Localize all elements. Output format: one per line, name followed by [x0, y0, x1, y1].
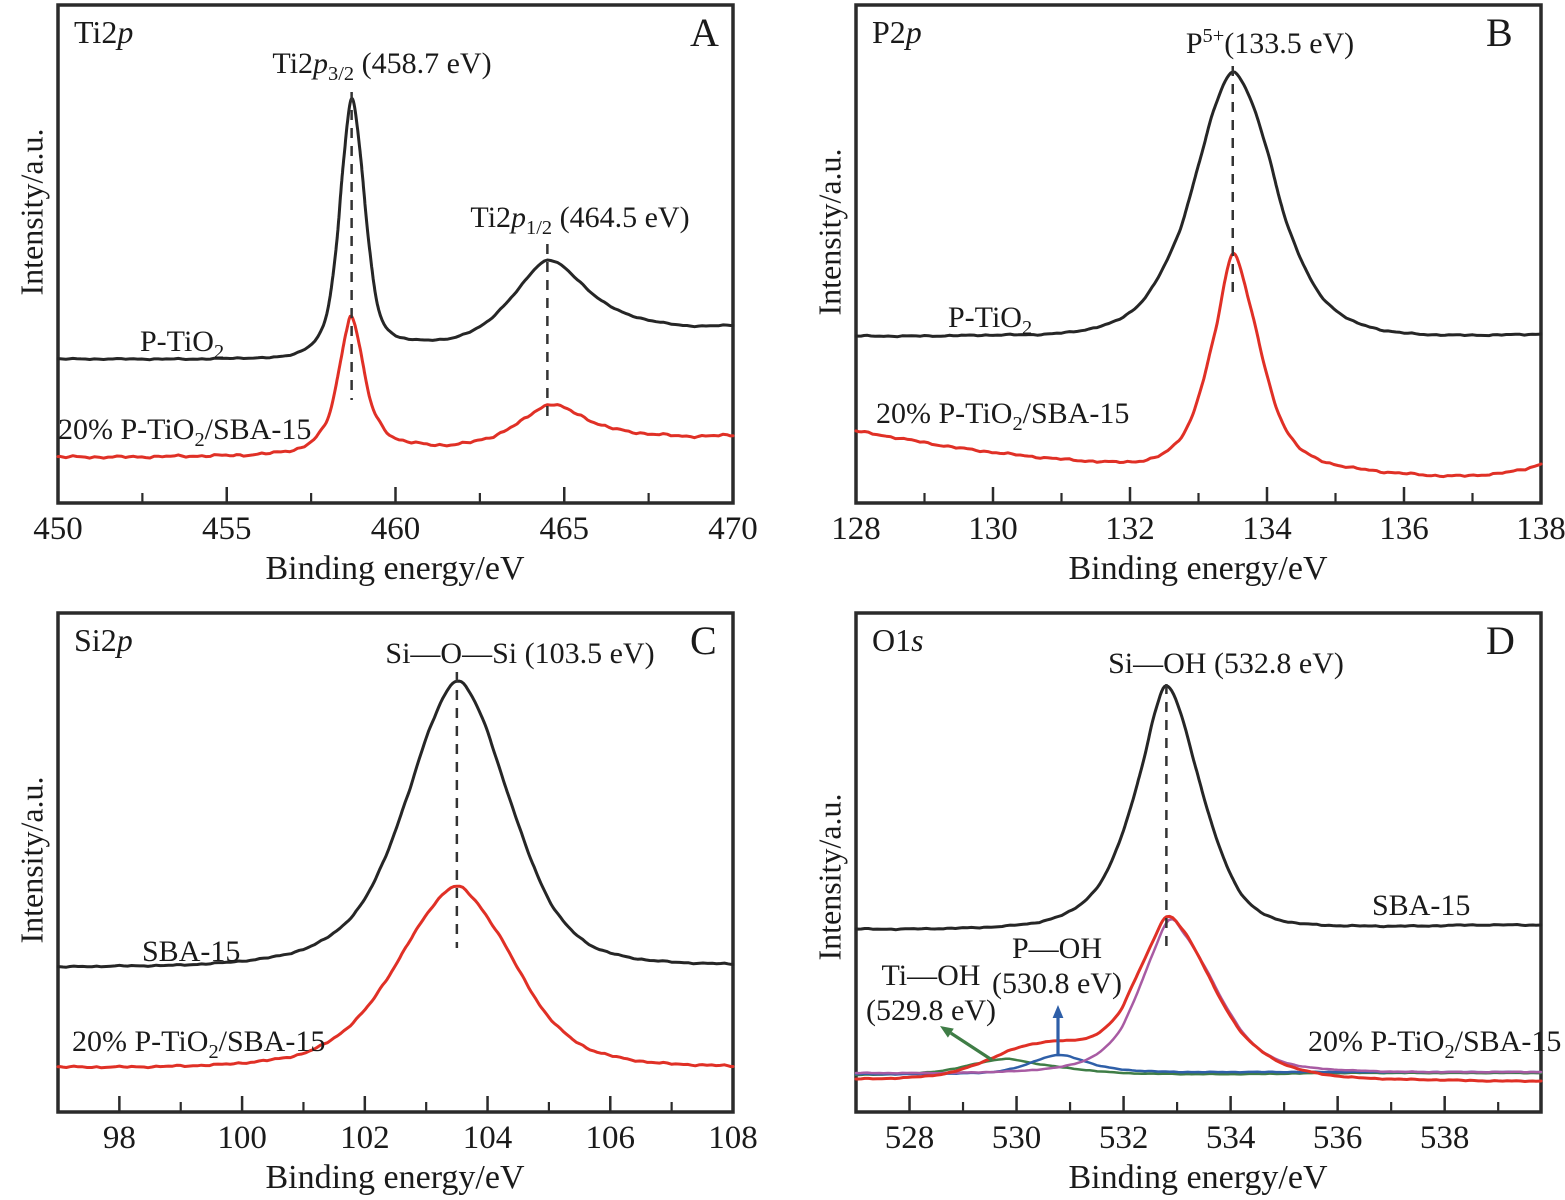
x-tick-label: 132	[1105, 511, 1155, 547]
x-tick-label: 138	[1516, 511, 1565, 547]
annotation-D-2: (530.8 eV)	[992, 967, 1122, 1000]
curve-A-1	[56, 314, 735, 460]
panel-letter-D: D	[1486, 618, 1515, 663]
region-label-B: P2p	[872, 14, 922, 50]
x-tick-label: 102	[340, 1120, 390, 1156]
ti-oh-arrow-head	[940, 1026, 954, 1038]
annotation-C-0: Si—O—Si (103.5 eV)	[385, 637, 655, 670]
annotation-D-1: P—OH	[1011, 932, 1103, 965]
annotation-A-0: Ti2p3/2 (458.7 eV)	[272, 47, 492, 85]
panel-letter-B: B	[1486, 10, 1513, 55]
x-tick-label: 534	[1205, 1120, 1256, 1156]
x-tick-label: 98	[102, 1120, 136, 1156]
x-tick-label: 470	[708, 511, 758, 547]
annotation-D-0: Si—OH (532.8 eV)	[1108, 647, 1344, 680]
curve-label-A-0: P-TiO2	[140, 325, 225, 363]
panel-A-frame	[56, 3, 735, 505]
x-tick-label: 532	[1098, 1120, 1149, 1156]
curve-C-0	[56, 679, 735, 969]
curve-label-A-1: 20% P-TiO2/SBA-15	[58, 413, 312, 451]
x-tick-label: 134	[1242, 511, 1292, 547]
panel-D-frame	[854, 611, 1543, 1114]
x-tick-label: 130	[968, 511, 1018, 547]
ti-oh-arrow	[950, 1031, 993, 1062]
curve-B-0	[854, 70, 1543, 339]
curve-D-4	[854, 684, 1543, 932]
x-tick-label: 104	[462, 1120, 513, 1156]
x-axis-title-C: Binding energy/eV	[265, 1159, 525, 1196]
annotation-B-0: P5+(133.5 eV)	[1185, 25, 1355, 60]
panel-B	[854, 3, 1543, 505]
y-axis-title-B: Intensity/a.u.	[811, 148, 848, 316]
curve-label-B-1: 20% P-TiO2/SBA-15	[876, 397, 1130, 435]
curve-label-C-0: SBA-15	[142, 935, 241, 968]
region-label-C: Si2p	[74, 622, 133, 658]
panel-letter-C: C	[690, 618, 717, 663]
curve-label-D-4: SBA-15	[1372, 889, 1471, 922]
annotation-D-4: (529.8 eV)	[866, 994, 996, 1027]
x-tick-label: 100	[217, 1120, 267, 1156]
x-tick-label: 128	[831, 511, 881, 547]
curve-B-1	[854, 252, 1543, 479]
panel-C-frame	[56, 611, 735, 1114]
x-axis-title-A: Binding energy/eV	[265, 550, 525, 587]
x-axis-title-D: Binding energy/eV	[1068, 1159, 1328, 1196]
panel-D	[854, 611, 1543, 1114]
x-tick-label: 465	[539, 511, 590, 547]
panel-letter-A: A	[690, 10, 719, 55]
region-label-A: Ti2p	[74, 14, 134, 50]
curve-D-3	[854, 914, 1543, 1083]
curve-C-1	[56, 884, 735, 1070]
x-tick-label: 528	[884, 1120, 935, 1156]
x-tick-label: 106	[585, 1120, 636, 1156]
y-axis-title-A: Intensity/a.u.	[13, 128, 50, 296]
p-oh-arrow-head	[1052, 1005, 1064, 1018]
x-tick-label: 530	[991, 1120, 1042, 1156]
x-tick-label: 460	[370, 511, 421, 547]
x-tick-label: 455	[202, 511, 252, 547]
region-label-D: O1s	[872, 622, 924, 658]
x-tick-label: 450	[33, 511, 83, 547]
y-axis-title-D: Intensity/a.u.	[811, 793, 848, 961]
panel-A	[56, 3, 735, 505]
curve-label-D-3: 20% P-TiO2/SBA-15	[1308, 1025, 1562, 1063]
curve-A-0	[56, 97, 735, 362]
x-axis-title-B: Binding energy/eV	[1068, 550, 1328, 587]
curve-label-B-0: P-TiO2	[948, 301, 1033, 339]
curve-label-C-1: 20% P-TiO2/SBA-15	[72, 1025, 326, 1063]
y-axis-title-C: Intensity/a.u.	[13, 776, 50, 944]
annotation-A-1: Ti2p1/2 (464.5 eV)	[470, 201, 690, 239]
annotation-D-3: Ti—OH	[881, 959, 981, 992]
x-tick-label: 108	[708, 1120, 758, 1156]
panel-B-frame	[854, 3, 1543, 505]
x-tick-label: 536	[1312, 1120, 1363, 1156]
panel-C	[56, 611, 735, 1114]
x-tick-label: 136	[1379, 511, 1429, 547]
x-tick-label: 538	[1419, 1120, 1470, 1156]
